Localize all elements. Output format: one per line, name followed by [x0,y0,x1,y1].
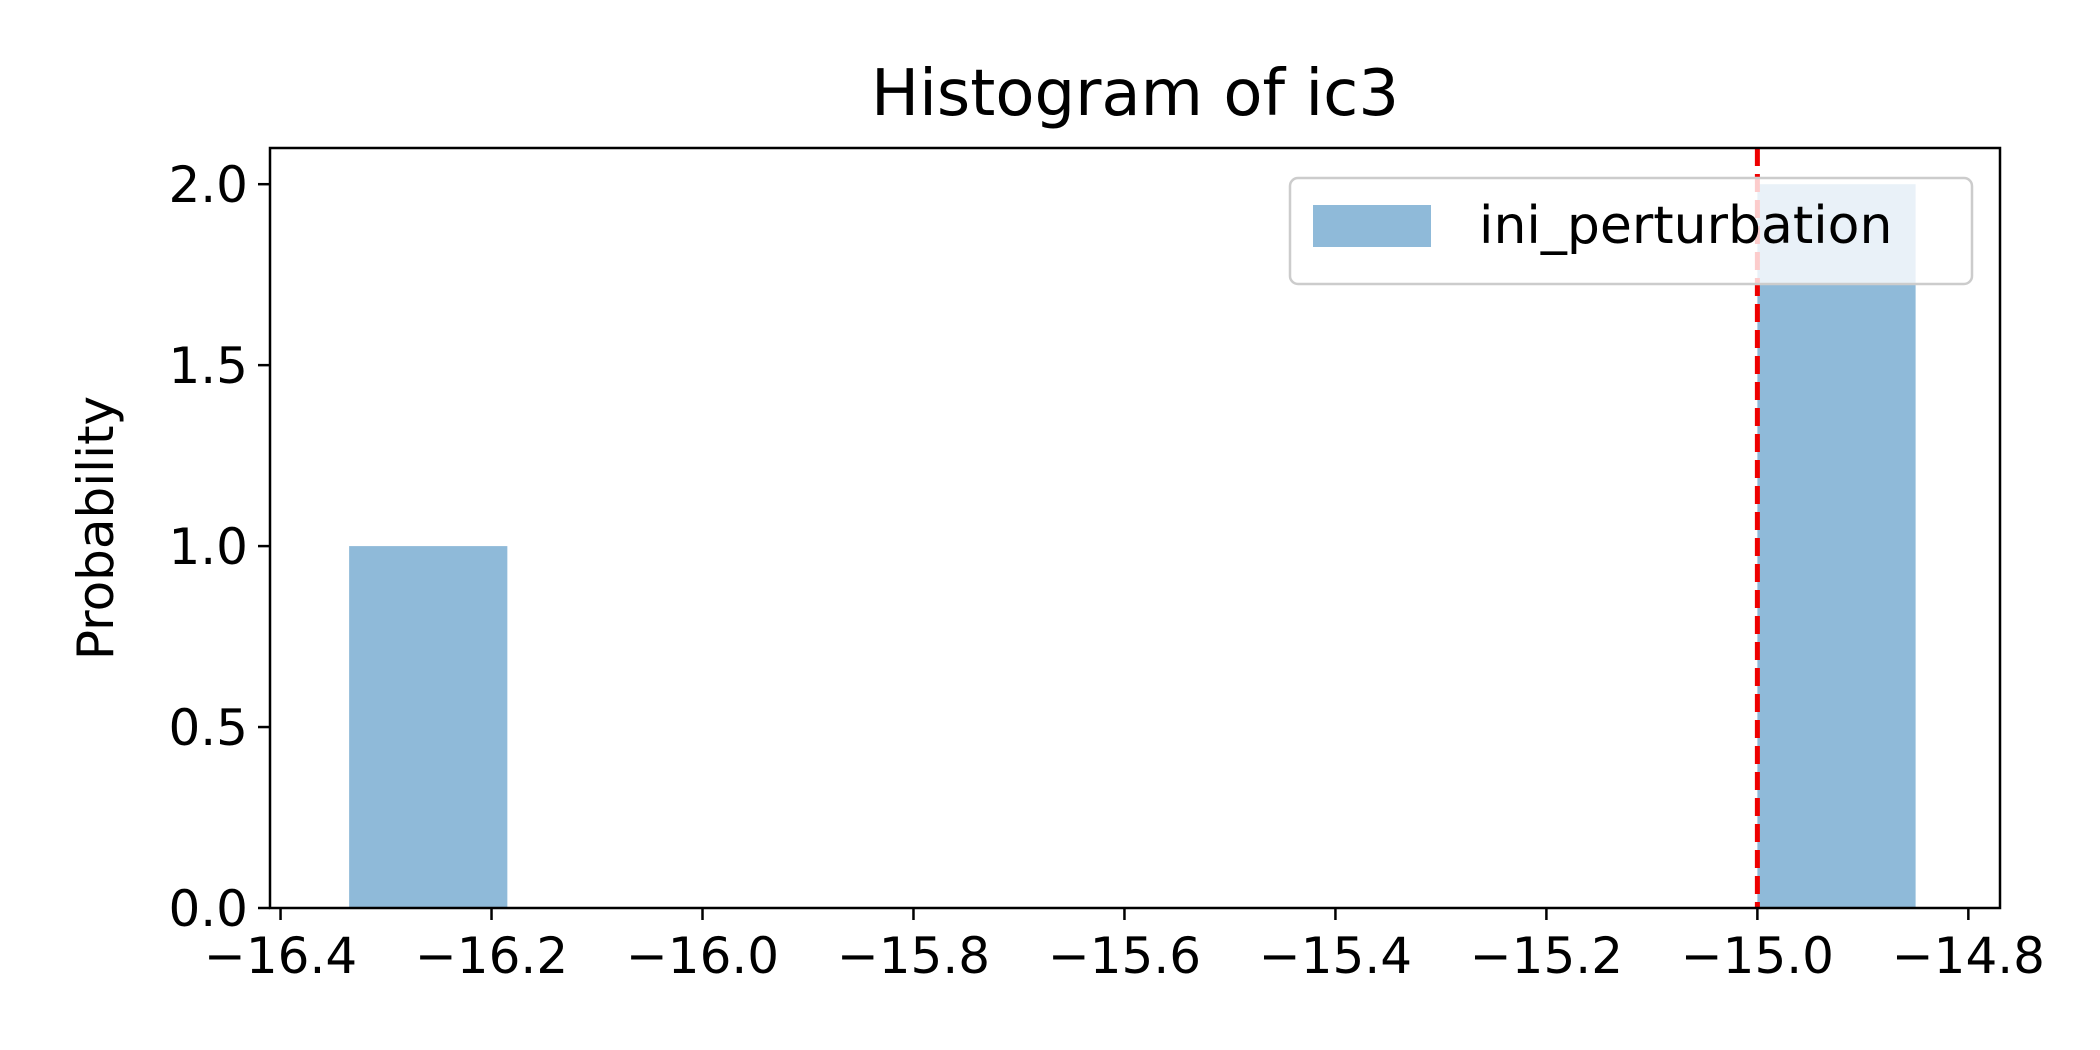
y-tick-label: 0.0 [168,880,248,938]
chart-title: Histogram of ic3 [871,57,1399,131]
legend-swatch-ini-perturbation [1313,205,1431,247]
legend: ini_perturbation [1288,176,1974,286]
y-tick-label: 1.0 [168,518,248,576]
x-tick-label: −15.2 [1470,927,1623,985]
y-tick-label: 1.5 [168,337,248,395]
bars-group [349,184,1916,908]
x-tick-label: −15.6 [1048,927,1201,985]
y-axis: 0.0 0.5 1.0 1.5 2.0 [168,156,270,938]
x-tick-label: −16.4 [204,927,357,985]
legend-label-ini-perturbation: ini_perturbation [1479,196,1892,256]
x-tick-label: −16.0 [626,927,779,985]
x-axis: −16.4 −16.2 −16.0 −15.8 −15.6 −15.4 −15.2 −15.0… [204,908,2045,985]
x-tick-label: −14.8 [1892,927,2045,985]
plot-frame [268,146,2002,910]
x-tick-label: −15.8 [837,927,990,985]
y-axis-label: Probability [67,396,125,660]
x-tick-label: −15.0 [1681,927,1834,985]
x-tick-label: −15.4 [1259,927,1412,985]
histogram-bar [349,546,508,908]
y-tick-label: 0.5 [168,699,248,757]
x-tick-label: −16.2 [415,927,568,985]
histogram-bar [1757,184,1916,908]
y-tick-label: 2.0 [168,156,248,214]
legend-box [1288,176,1974,286]
